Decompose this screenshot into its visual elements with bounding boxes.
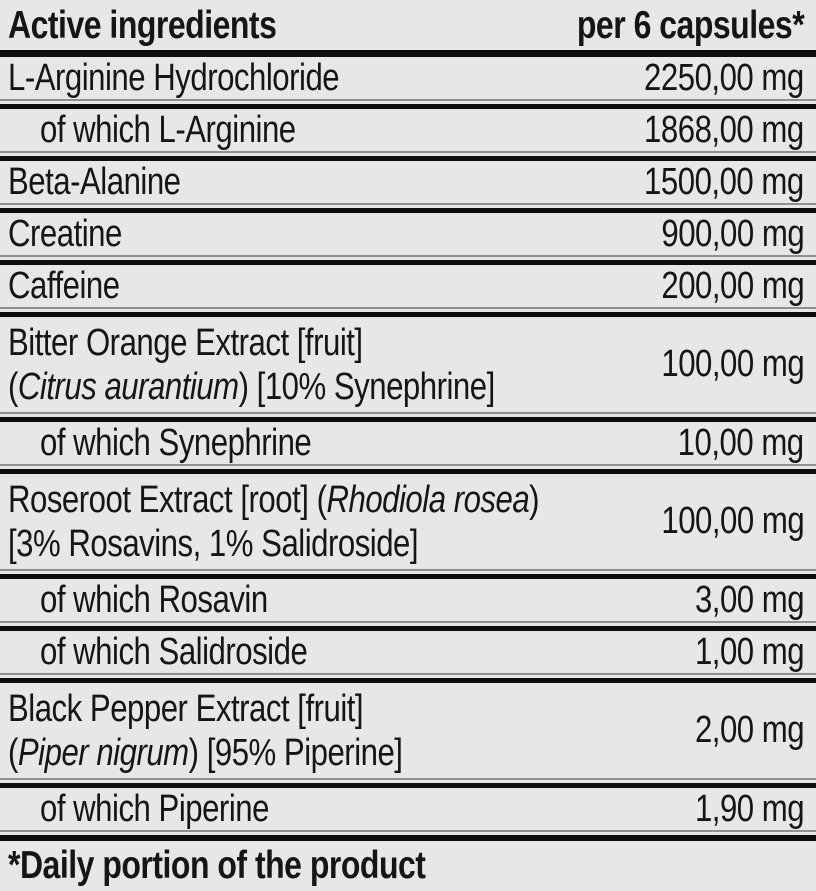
ingredient-name: Roseroot Extract [root] (Rhodiola rosea)… (8, 478, 540, 565)
ingredient-name-cell: Beta-Alanine (8, 160, 218, 204)
ingredient-name-cell: of which Piperine (8, 787, 319, 831)
table-row: of which Salidroside 1,00 mg (0, 630, 816, 674)
amount-cell: 1500,00 mg (609, 161, 804, 204)
header-amount-label: per 6 capsules* (576, 4, 805, 47)
row-separator (0, 830, 816, 841)
ingredient-name: of which L-Arginine (40, 109, 296, 151)
ingredient-name-cell: Roseroot Extract [root] (Rhodiola rosea)… (8, 478, 630, 566)
table-row: Roseroot Extract [root] (Rhodiola rosea)… (0, 474, 816, 569)
ingredient-name-cell: Bitter Orange Extract [fruit] (Citrus aur… (8, 321, 602, 409)
header-ingredients-label: Active ingredients (8, 4, 277, 47)
table-row: of which Piperine 1,90 mg (0, 787, 816, 831)
ingredient-name: L-Arginine Hydrochloride (8, 57, 340, 99)
table-row: Caffeine 200,00 mg (0, 264, 816, 308)
amount-value: 1,00 mg (694, 630, 805, 673)
table-row: of which Synephrine 10,00 mg (0, 421, 816, 465)
amount-cell: 1,00 mg (671, 630, 805, 674)
amount-cell: 100,00 mg (630, 500, 804, 543)
row-separator (0, 255, 816, 265)
amount-value: 1868,00 mg (644, 108, 804, 151)
ingredient-name: Bitter Orange Extract [fruit] (Citrus aur… (8, 321, 495, 408)
row-separator (0, 99, 816, 109)
table-row: Bitter Orange Extract [fruit] (Citrus aur… (0, 317, 816, 412)
row-separator (0, 778, 816, 788)
amount-value: 1500,00 mg (644, 160, 804, 203)
ingredient-name-cell: Creatine (8, 212, 147, 256)
row-separator (0, 464, 816, 474)
ingredient-name-cell: of which L-Arginine (8, 108, 352, 152)
table-row: L-Arginine Hydrochloride 2250,00 mg (0, 56, 816, 100)
amount-value: 200,00 mg (661, 264, 804, 307)
amount-value: 100,00 mg (661, 500, 804, 542)
row-separator (0, 569, 816, 579)
table-row: Black Pepper Extract [fruit] (Piper nigru… (0, 683, 816, 778)
amount-cell: 100,00 mg (630, 343, 804, 386)
table-body: L-Arginine Hydrochloride 2250,00 mg of whi… (0, 57, 816, 841)
ingredient-name: of which Rosavin (40, 579, 268, 621)
row-separator (0, 203, 816, 213)
amount-value: 2,00 mg (694, 709, 805, 751)
table-row: of which Rosavin 3,00 mg (0, 578, 816, 622)
ingredient-name-cell: of which Rosavin (8, 578, 318, 622)
ingredient-name-cell: L-Arginine Hydrochloride (8, 56, 412, 100)
ingredient-name: of which Salidroside (40, 631, 308, 673)
amount-cell: 10,00 mg (650, 422, 804, 465)
header-ingredients-cell: Active ingredients (8, 4, 335, 48)
amount-value: 1,90 mg (694, 787, 805, 830)
amount-cell: 1,90 mg (671, 787, 805, 831)
ingredient-name: Beta-Alanine (8, 161, 181, 203)
amount-cell: 2,00 mg (671, 709, 805, 752)
amount-cell: 2250,00 mg (609, 57, 804, 100)
amount-cell: 900,00 mg (630, 213, 804, 256)
table-row: of which L-Arginine 1868,00 mg (0, 108, 816, 152)
row-separator (0, 151, 816, 161)
ingredient-name-cell: Caffeine (8, 264, 144, 308)
amount-value: 2250,00 mg (644, 56, 804, 99)
amount-value: 900,00 mg (661, 212, 804, 255)
ingredient-name: Creatine (8, 213, 122, 255)
header-rule (0, 50, 816, 57)
ingredient-name-cell: Black Pepper Extract [fruit] (Piper nigru… (8, 687, 489, 775)
row-separator (0, 307, 816, 317)
amount-value: 3,00 mg (694, 578, 805, 621)
ingredient-name: of which Piperine (40, 788, 269, 830)
row-separator (0, 673, 816, 683)
ingredient-name: Caffeine (8, 265, 120, 307)
footer-note: *Daily portion of the product (8, 844, 426, 887)
amount-cell: 1868,00 mg (609, 109, 804, 152)
table-row: Beta-Alanine 1500,00 mg (0, 160, 816, 204)
amount-cell: 3,00 mg (671, 578, 805, 622)
table-header-row: Active ingredients per 6 capsules* (0, 0, 816, 50)
footer-note-row: *Daily portion of the product (0, 841, 816, 891)
ingredient-name-cell: of which Salidroside (8, 630, 366, 674)
amount-cell: 200,00 mg (630, 265, 804, 308)
table-row: Creatine 900,00 mg (0, 212, 816, 256)
row-separator (0, 621, 816, 631)
ingredient-name: of which Synephrine (40, 422, 312, 464)
ingredient-name-cell: of which Synephrine (8, 421, 371, 465)
amount-value: 10,00 mg (678, 421, 804, 464)
amount-value: 100,00 mg (661, 343, 804, 385)
header-amount-cell: per 6 capsules* (527, 4, 805, 48)
ingredient-name: Black Pepper Extract [fruit] (Piper nigru… (8, 687, 403, 774)
row-separator (0, 412, 816, 422)
